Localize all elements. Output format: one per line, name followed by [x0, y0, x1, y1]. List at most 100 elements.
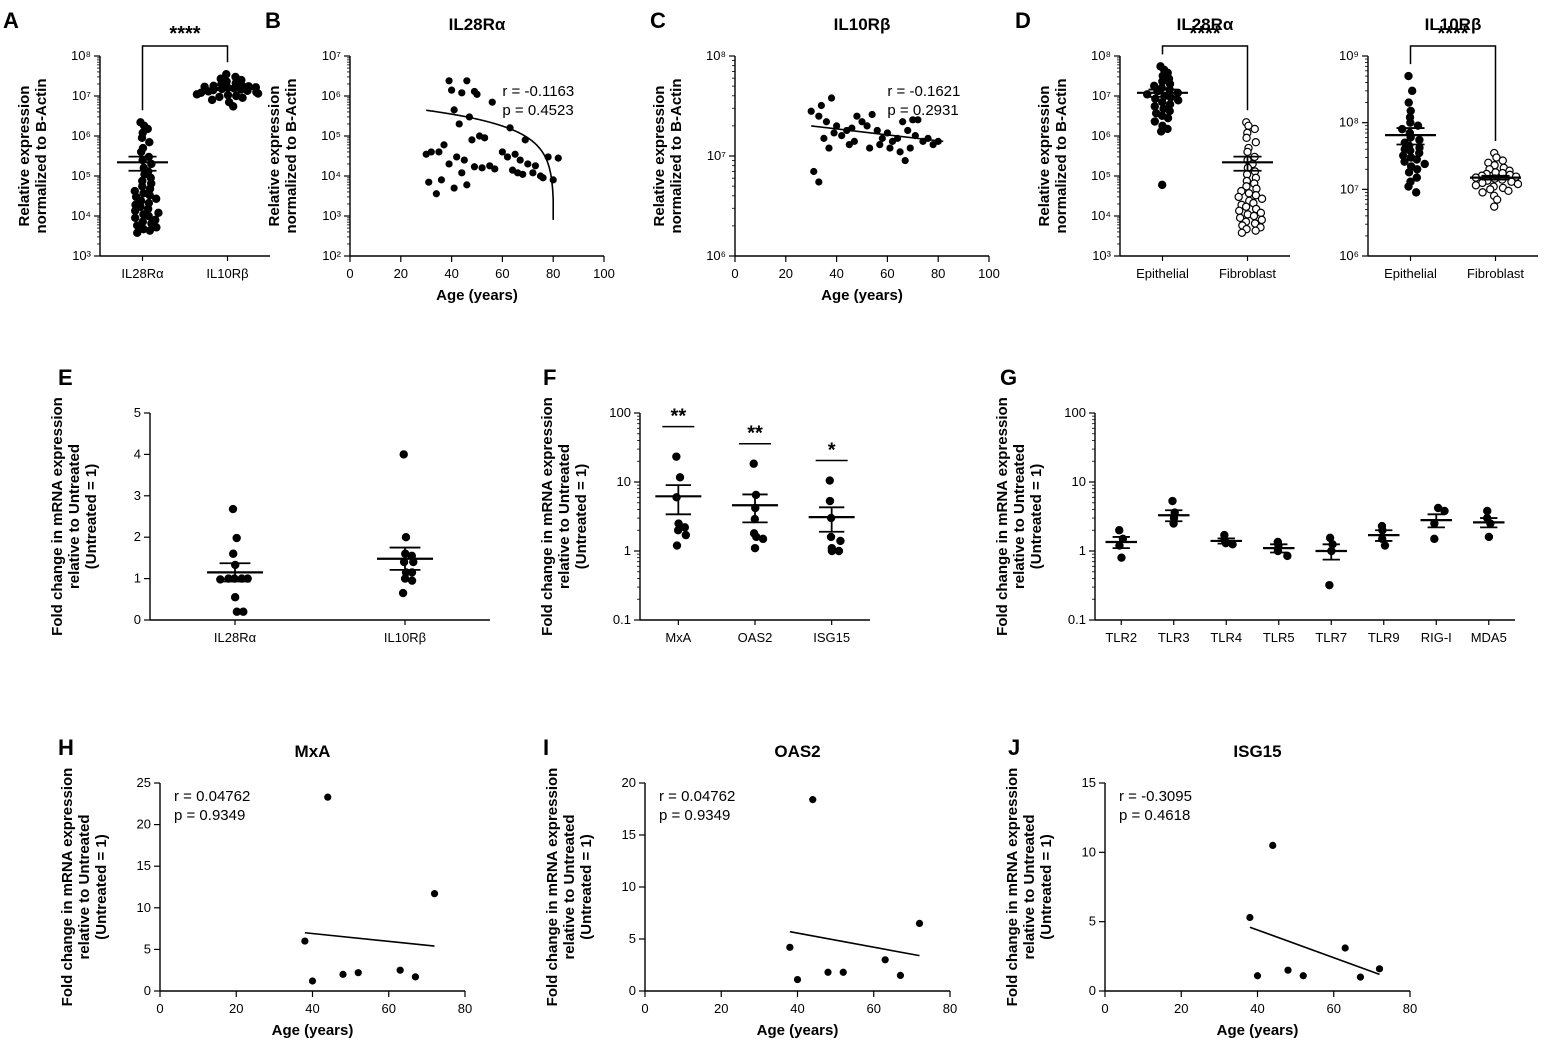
- x-tick-label: Epithelial: [1384, 266, 1437, 281]
- data-point: [1404, 182, 1413, 191]
- panel-title: IL10Rβ: [1425, 15, 1482, 34]
- regression-line: [1249, 926, 1380, 976]
- data-point: [1237, 228, 1247, 238]
- data-point: [138, 182, 147, 191]
- panel-label: H: [58, 735, 74, 760]
- data-point: [1356, 973, 1365, 981]
- data-point: [133, 228, 142, 238]
- data-point: [130, 213, 140, 223]
- significance-label: ****: [169, 23, 200, 45]
- x-tick-label: TLR9: [1368, 630, 1400, 645]
- y-tick-label: 100: [1064, 405, 1086, 420]
- y-axis-label: Fold change in mRNA expression: [544, 768, 561, 1007]
- data-point: [672, 541, 682, 550]
- data-point: [400, 574, 410, 583]
- data-point: [834, 546, 844, 556]
- data-point: [445, 160, 453, 168]
- data-point: [1341, 944, 1349, 952]
- data-point: [228, 504, 238, 514]
- data-point: [749, 459, 758, 468]
- data-point: [524, 160, 532, 168]
- y-tick-label: 10⁷: [1340, 181, 1359, 196]
- y-axis-label: (Untreated = 1): [573, 464, 590, 569]
- panel-label: F: [543, 365, 556, 390]
- data-point: [896, 971, 905, 980]
- data-point: [463, 181, 471, 189]
- data-point: [432, 190, 440, 198]
- data-point: [833, 122, 841, 130]
- regression-line: [304, 931, 435, 947]
- y-tick-label: 10⁷: [1092, 88, 1111, 103]
- data-point: [853, 112, 861, 120]
- y-tick-label: 100: [609, 405, 631, 420]
- data-point: [1513, 179, 1523, 189]
- data-point: [519, 170, 527, 178]
- y-axis-label: relative to Untreated: [561, 814, 578, 959]
- data-point: [901, 156, 909, 165]
- data-point: [529, 169, 537, 177]
- x-tick-label: 80: [943, 1001, 957, 1016]
- panel-label: J: [1008, 735, 1020, 760]
- y-tick-label: 1: [624, 543, 631, 558]
- y-tick-label: 10⁴: [71, 208, 91, 223]
- data-point: [430, 890, 439, 898]
- data-point: [215, 92, 224, 102]
- y-tick-label: 5: [134, 405, 141, 420]
- y-tick-label: 10⁵: [321, 128, 341, 143]
- y-tick-label: 10: [137, 900, 151, 915]
- x-tick-label: Epithelial: [1136, 266, 1189, 281]
- x-tick-label: MDA5: [1471, 630, 1507, 645]
- x-tick-label: TLR4: [1210, 630, 1242, 645]
- data-point: [1397, 124, 1407, 134]
- x-tick-label: RIG-I: [1421, 630, 1452, 645]
- data-point: [498, 148, 506, 156]
- y-axis-label: (Untreated = 1): [1038, 834, 1055, 939]
- data-point: [301, 937, 309, 945]
- y-tick-label: 10⁸: [71, 48, 91, 63]
- data-point: [672, 452, 681, 461]
- y-tick-label: 10⁶: [1091, 128, 1111, 143]
- x-axis-label: Age (years): [436, 287, 518, 304]
- y-tick-label: 10⁸: [706, 48, 726, 63]
- y-tick-label: 4: [134, 446, 141, 461]
- data-point: [453, 153, 461, 161]
- panel-label: B: [265, 8, 281, 33]
- x-tick-label: 80: [458, 1001, 472, 1016]
- y-tick-label: 5: [629, 931, 636, 946]
- data-point: [1174, 96, 1183, 105]
- data-point: [1486, 185, 1495, 194]
- data-point: [152, 223, 161, 232]
- data-point: [876, 141, 884, 149]
- y-tick-label: 10⁴: [321, 168, 341, 183]
- data-point: [229, 549, 238, 558]
- panel-label: E: [58, 365, 73, 390]
- data-point: [817, 101, 825, 110]
- data-point: [1269, 841, 1277, 850]
- data-point: [827, 94, 836, 102]
- data-point: [1257, 194, 1267, 203]
- panel-d1: 10³ 10⁴ 10⁵ 10⁶ 10⁷ 10⁸ Relative expression nor…: [1015, 8, 1290, 281]
- panel-title: IL10Rβ: [834, 15, 891, 34]
- y-tick-label: 10⁸: [1339, 115, 1359, 130]
- data-point: [455, 120, 463, 128]
- x-tick-label: 20: [394, 266, 408, 281]
- data-point: [470, 163, 479, 171]
- x-tick-label: 60: [495, 266, 509, 281]
- data-point: [838, 131, 846, 140]
- data-point: [750, 543, 760, 553]
- x-tick-label: 60: [382, 1001, 396, 1016]
- data-point: [1235, 206, 1244, 215]
- data-point: [458, 89, 466, 97]
- data-point: [488, 98, 496, 106]
- x-tick-label: 80: [1403, 1001, 1417, 1016]
- data-point: [468, 136, 476, 144]
- y-tick-label: 10⁶: [321, 88, 341, 103]
- panel-c: 10⁶ 10⁷ 10⁸ Relative expression normalized t…: [650, 8, 1000, 304]
- y-tick-label: 10⁷: [322, 48, 341, 63]
- significance-label: **: [671, 406, 687, 428]
- x-tick-label: Fibroblast: [1219, 266, 1276, 281]
- data-point: [437, 176, 446, 184]
- panel-label: G: [1000, 365, 1017, 390]
- data-point: [752, 532, 761, 542]
